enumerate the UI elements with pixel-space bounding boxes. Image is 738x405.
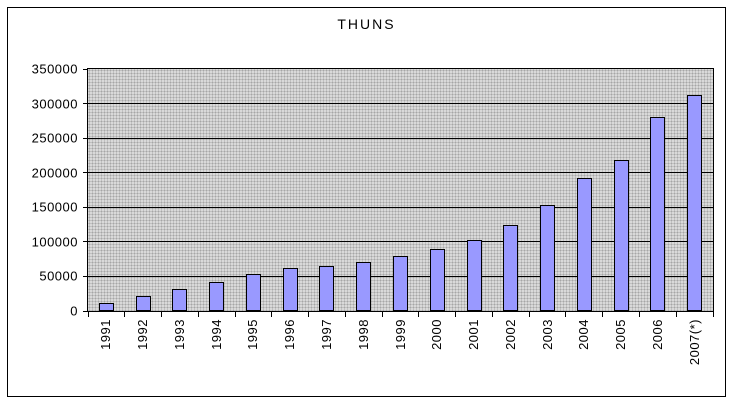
x-tick-label: 1994 xyxy=(208,319,224,350)
x-axis-tick xyxy=(124,312,126,317)
plot-area xyxy=(87,68,714,312)
x-tick-label: 1992 xyxy=(135,319,151,350)
x-axis-tick xyxy=(455,312,457,317)
y-axis-tick xyxy=(83,310,88,312)
y-tick-label: 300000 xyxy=(31,96,78,112)
x-axis-tick xyxy=(675,312,677,317)
chart-frame: THUNS 0 50000 100000 150000 200000 250000 3000… xyxy=(7,7,726,397)
x-axis-tick xyxy=(234,312,236,317)
bar-2000 xyxy=(429,249,445,311)
y-axis-tick xyxy=(83,137,88,139)
x-tick-label: 1995 xyxy=(245,319,261,350)
bar-2006 xyxy=(650,117,666,311)
x-tick-label: 2003 xyxy=(539,319,555,350)
gridline xyxy=(88,241,713,243)
x-axis-tick xyxy=(418,312,420,317)
y-axis-tick xyxy=(83,172,88,174)
y-axis-tick xyxy=(83,68,88,70)
y-tick-label: 200000 xyxy=(31,165,78,181)
x-axis-tick xyxy=(344,312,346,317)
x-tick-label: 2005 xyxy=(613,319,629,350)
bar-1991 xyxy=(98,303,114,311)
x-axis-tick xyxy=(161,312,163,317)
bar-1998 xyxy=(356,262,372,311)
bar-1993 xyxy=(172,289,188,311)
gridline xyxy=(88,137,713,139)
bar-1997 xyxy=(319,266,335,311)
bar-1992 xyxy=(135,296,151,311)
chart-title: THUNS xyxy=(337,16,396,32)
bar-2002 xyxy=(503,225,519,311)
bar-1996 xyxy=(282,268,298,311)
x-axis-tick xyxy=(87,312,89,317)
x-tick-label: 1993 xyxy=(171,319,187,350)
y-tick-label: 350000 xyxy=(31,61,78,77)
bar-2005 xyxy=(613,160,629,311)
gridline xyxy=(88,172,713,174)
bar-2004 xyxy=(576,178,592,311)
y-axis-tick xyxy=(83,241,88,243)
bar-2007(*) xyxy=(687,95,703,311)
x-tick-label: 1998 xyxy=(355,319,371,350)
x-axis-tick xyxy=(271,312,273,317)
y-tick-label: 150000 xyxy=(31,199,78,215)
y-tick-label: 100000 xyxy=(31,234,78,250)
x-tick-label: 2007(*) xyxy=(686,319,702,366)
x-axis-tick xyxy=(602,312,604,317)
x-axis-tick xyxy=(528,312,530,317)
x-tick-label: 1999 xyxy=(392,319,408,350)
x-tick-label: 2006 xyxy=(649,319,665,350)
y-tick-label: 0 xyxy=(70,303,78,319)
y-axis-tick xyxy=(83,275,88,277)
y-tick-label: 50000 xyxy=(39,268,78,284)
x-tick-label: 1997 xyxy=(318,319,334,350)
x-axis-tick xyxy=(712,312,714,317)
x-axis-tick xyxy=(491,312,493,317)
x-axis-tick xyxy=(565,312,567,317)
x-tick-label: 2004 xyxy=(576,319,592,350)
y-tick-label: 250000 xyxy=(31,130,78,146)
bar-1999 xyxy=(393,256,408,311)
x-tick-label: 1991 xyxy=(98,319,114,350)
bar-1994 xyxy=(209,282,225,311)
bar-1995 xyxy=(245,274,261,311)
y-axis-tick xyxy=(83,103,88,105)
y-axis-tick xyxy=(83,206,88,208)
gridline xyxy=(88,206,713,208)
x-axis-tick xyxy=(197,312,199,317)
x-tick-label: 1996 xyxy=(282,319,298,350)
x-axis-tick xyxy=(638,312,640,317)
x-tick-label: 2001 xyxy=(466,319,482,350)
bar-2001 xyxy=(466,240,482,311)
bar-2003 xyxy=(540,205,556,311)
x-axis-tick xyxy=(381,312,383,317)
gridline xyxy=(88,103,713,105)
x-axis-tick xyxy=(308,312,310,317)
x-tick-label: 2002 xyxy=(502,319,518,350)
x-tick-label: 2000 xyxy=(429,319,445,350)
